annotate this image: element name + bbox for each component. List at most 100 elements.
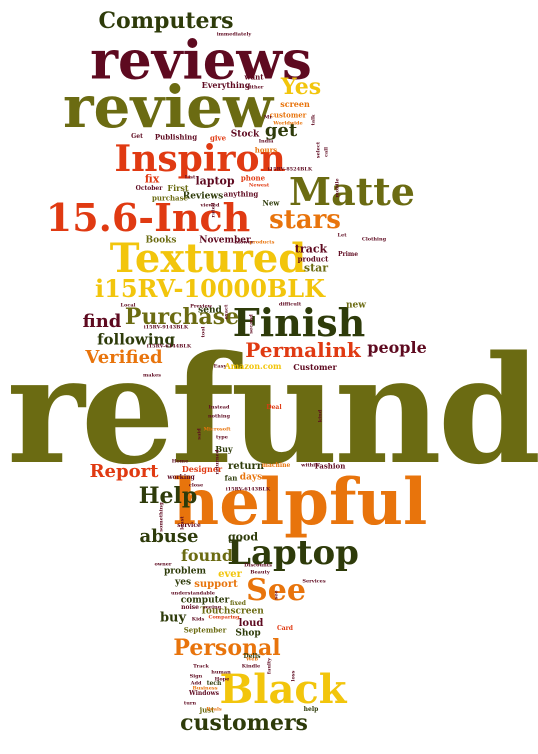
word: support	[194, 579, 238, 590]
word: see	[273, 590, 280, 600]
word: send	[198, 305, 222, 316]
word: Verified	[85, 347, 163, 368]
word: difficult	[278, 301, 302, 308]
word: makes	[143, 372, 161, 379]
word: fix	[144, 172, 160, 186]
word: Sign	[189, 673, 203, 680]
word: Business	[192, 685, 218, 692]
word: Worldwide	[273, 120, 303, 127]
word: Deal	[266, 404, 282, 411]
word: help	[303, 706, 319, 713]
word: problem	[164, 566, 206, 577]
word: reviews	[90, 29, 312, 92]
word: said	[196, 428, 203, 440]
word: blower	[234, 239, 254, 246]
word: Textured	[109, 235, 307, 282]
word: Newest	[248, 182, 270, 189]
word: viewed	[200, 202, 220, 209]
word: Prime	[337, 251, 359, 258]
word: close	[188, 482, 204, 489]
word: hours	[254, 145, 278, 155]
word: turn	[183, 700, 197, 707]
word: customer	[269, 110, 307, 120]
word: List	[184, 174, 196, 181]
word: Home	[171, 458, 189, 465]
word: loud	[238, 618, 264, 629]
word: mobile	[334, 178, 341, 198]
word: Kids	[191, 616, 205, 623]
word: just	[199, 705, 215, 715]
word: new	[345, 300, 367, 311]
word: Report	[89, 461, 159, 482]
word: Dells	[243, 653, 261, 660]
word: Deals	[206, 706, 222, 713]
word: India	[258, 138, 274, 145]
word: Discounts	[244, 562, 272, 569]
word: exact	[223, 304, 230, 320]
word: people	[367, 338, 427, 357]
word: November	[199, 235, 251, 246]
word: Get	[131, 133, 143, 140]
word: refund	[6, 323, 538, 497]
word: products	[249, 239, 275, 246]
word: second	[248, 314, 255, 334]
word: good	[227, 530, 259, 544]
word: Designer	[181, 464, 223, 474]
word: Laptop	[227, 533, 359, 573]
word: Stock	[230, 129, 260, 140]
word: talk	[310, 114, 317, 126]
word: seeing	[202, 604, 222, 611]
word: machine	[261, 462, 291, 469]
word: type	[216, 434, 228, 441]
word: star	[303, 261, 329, 275]
word: Touchscreen	[200, 606, 264, 617]
word: Track	[193, 663, 209, 670]
word: i15RV-10000BLK	[95, 274, 325, 303]
word: Help	[138, 483, 198, 509]
word: Customer	[293, 362, 337, 372]
word: New	[262, 198, 280, 208]
word: either	[246, 84, 264, 91]
word: track	[294, 242, 328, 256]
word: Fashion	[314, 461, 346, 471]
word: screen	[280, 99, 310, 109]
word: yes	[174, 577, 192, 588]
word: returned	[214, 449, 221, 475]
word: Hope	[214, 676, 230, 683]
word: get	[264, 120, 298, 141]
word: found	[180, 546, 234, 565]
word: human	[211, 669, 231, 676]
word: Permalink	[245, 338, 361, 362]
word: tool	[200, 326, 207, 338]
word: Matte	[289, 169, 415, 214]
word: kind	[317, 409, 324, 423]
word: Publishing	[154, 132, 198, 142]
word: immediately	[216, 31, 252, 38]
word: Easy	[213, 363, 227, 370]
word: Clothing	[361, 236, 387, 243]
word: Card	[276, 625, 294, 632]
word: laptop	[195, 174, 235, 188]
word: ever	[218, 569, 242, 580]
word: Personal	[173, 635, 281, 661]
word: buy	[159, 610, 187, 626]
word: Windows	[188, 690, 220, 697]
word: owner	[154, 561, 172, 568]
word: review	[62, 73, 274, 141]
word: select	[315, 141, 322, 159]
word: stars	[269, 205, 341, 235]
word: give	[209, 133, 227, 143]
word: loss	[290, 670, 297, 682]
word: fixed	[230, 600, 246, 607]
word: return	[227, 461, 265, 472]
word: Local	[120, 302, 136, 309]
word: First	[167, 183, 189, 193]
word: Web	[246, 656, 258, 663]
word: September	[183, 625, 227, 635]
word: want	[244, 72, 264, 82]
word: Black	[219, 666, 347, 713]
word: Everything	[201, 80, 251, 90]
word: Books	[145, 235, 177, 246]
word: i15RV-9143BLK	[143, 324, 189, 331]
